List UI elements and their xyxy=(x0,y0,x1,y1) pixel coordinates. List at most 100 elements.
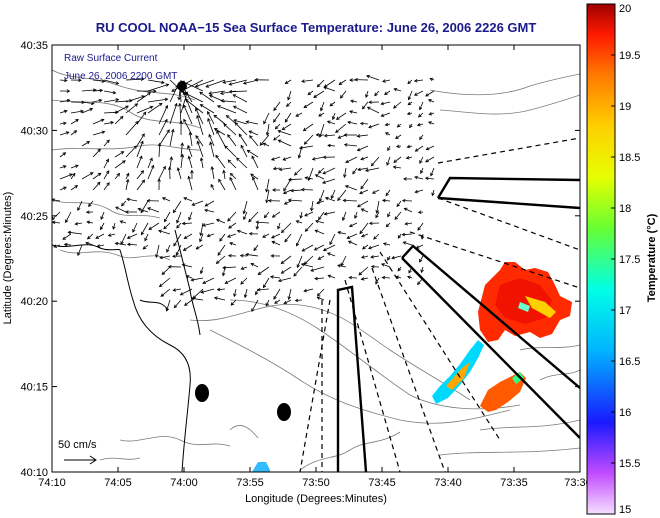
current-vector xyxy=(120,233,127,245)
y-tick-label: 40:10 xyxy=(20,467,48,479)
current-vector-head xyxy=(213,296,218,300)
current-vector-head xyxy=(66,89,71,93)
current-vector-head xyxy=(251,155,255,160)
current-vector xyxy=(88,200,94,207)
current-vector xyxy=(414,90,424,96)
current-vector xyxy=(347,121,358,125)
current-vector-head xyxy=(176,224,180,229)
current-vector-head xyxy=(213,114,218,119)
current-vector xyxy=(284,200,292,205)
current-vector xyxy=(234,122,248,136)
current-vector xyxy=(384,90,391,95)
current-vector xyxy=(281,255,292,264)
current-vector xyxy=(324,134,336,137)
colorbar-tick-label: 15 xyxy=(619,504,631,516)
current-vector-head xyxy=(126,172,130,177)
current-vector-head xyxy=(359,121,364,126)
current-vector-head xyxy=(294,298,299,303)
current-vector xyxy=(425,156,435,163)
current-vector-head xyxy=(405,155,410,160)
station-marker-east xyxy=(277,403,291,421)
current-vector-head xyxy=(337,264,341,268)
current-vector xyxy=(288,178,303,181)
current-vector-head xyxy=(365,94,369,98)
current-vector xyxy=(207,111,215,125)
current-vector xyxy=(199,233,204,242)
current-vector xyxy=(375,211,380,218)
current-vector xyxy=(295,112,303,117)
current-vector-head xyxy=(327,143,331,148)
current-vector-head xyxy=(194,84,199,88)
current-vector-head xyxy=(99,88,104,93)
current-vector xyxy=(387,211,391,217)
current-vector-head xyxy=(86,220,91,225)
current-vector-head xyxy=(204,203,209,207)
current-vector-head xyxy=(274,125,279,130)
current-vector xyxy=(192,288,204,299)
current-vector xyxy=(179,103,182,125)
current-vector-head xyxy=(181,221,186,226)
current-vector xyxy=(246,121,259,125)
current-vector xyxy=(343,200,358,202)
current-vector xyxy=(182,264,193,268)
current-vector xyxy=(278,139,292,147)
colorbar-tick-label: 20 xyxy=(619,3,631,15)
current-vector-head xyxy=(397,235,402,239)
current-vector-head xyxy=(403,177,407,181)
current-vector xyxy=(81,141,90,147)
current-vector xyxy=(127,233,138,239)
current-vector-head xyxy=(273,107,277,112)
current-vector xyxy=(114,151,124,158)
current-vector xyxy=(136,179,145,191)
current-vector xyxy=(209,90,226,94)
current-vector xyxy=(164,211,171,222)
current-vector-head xyxy=(188,216,192,221)
current-vector xyxy=(188,156,193,169)
current-vector-head xyxy=(368,246,372,250)
current-vector xyxy=(361,255,369,258)
current-vector-head xyxy=(207,117,211,122)
current-vector xyxy=(247,149,259,158)
current-vector xyxy=(296,220,303,224)
current-vector xyxy=(263,277,270,288)
current-vector xyxy=(301,263,314,268)
current-vector xyxy=(256,222,259,230)
current-vector xyxy=(383,243,391,246)
current-vector-head xyxy=(74,221,79,226)
current-vector-head xyxy=(277,139,282,143)
current-vector-head xyxy=(139,155,143,160)
current-vector-head xyxy=(366,106,371,111)
current-vector-head xyxy=(101,79,106,83)
current-vector-head xyxy=(256,287,261,292)
current-vector-head xyxy=(375,280,379,285)
current-vector xyxy=(385,189,391,196)
current-vector xyxy=(312,156,325,160)
current-vector xyxy=(317,79,325,88)
current-vector-head xyxy=(165,83,170,87)
current-vector-head xyxy=(413,92,418,96)
current-vector-head xyxy=(199,91,203,95)
current-vector-head xyxy=(385,223,390,228)
current-vector-head xyxy=(215,218,220,223)
current-vector xyxy=(169,85,179,103)
current-vector-head xyxy=(210,183,214,188)
current-vector-head xyxy=(151,164,155,169)
current-vector xyxy=(191,200,204,206)
current-vector-head xyxy=(404,221,409,226)
current-vector-head xyxy=(375,209,379,214)
current-vector-head xyxy=(387,213,391,218)
current-vector xyxy=(243,200,248,214)
current-vector-head xyxy=(67,230,72,235)
current-vector xyxy=(361,277,369,280)
x-tick-label: 74:05 xyxy=(104,477,132,489)
current-vector-head xyxy=(172,254,176,259)
current-vector xyxy=(103,170,110,180)
current-vector-head xyxy=(350,99,354,104)
current-vector-head xyxy=(343,133,348,137)
current-vector-head xyxy=(147,92,152,96)
current-vector-head xyxy=(348,275,353,280)
current-vector xyxy=(183,244,193,251)
current-vector-head xyxy=(370,162,375,167)
sst-patch-coastal-fleck xyxy=(252,462,270,472)
current-vector xyxy=(257,288,270,291)
